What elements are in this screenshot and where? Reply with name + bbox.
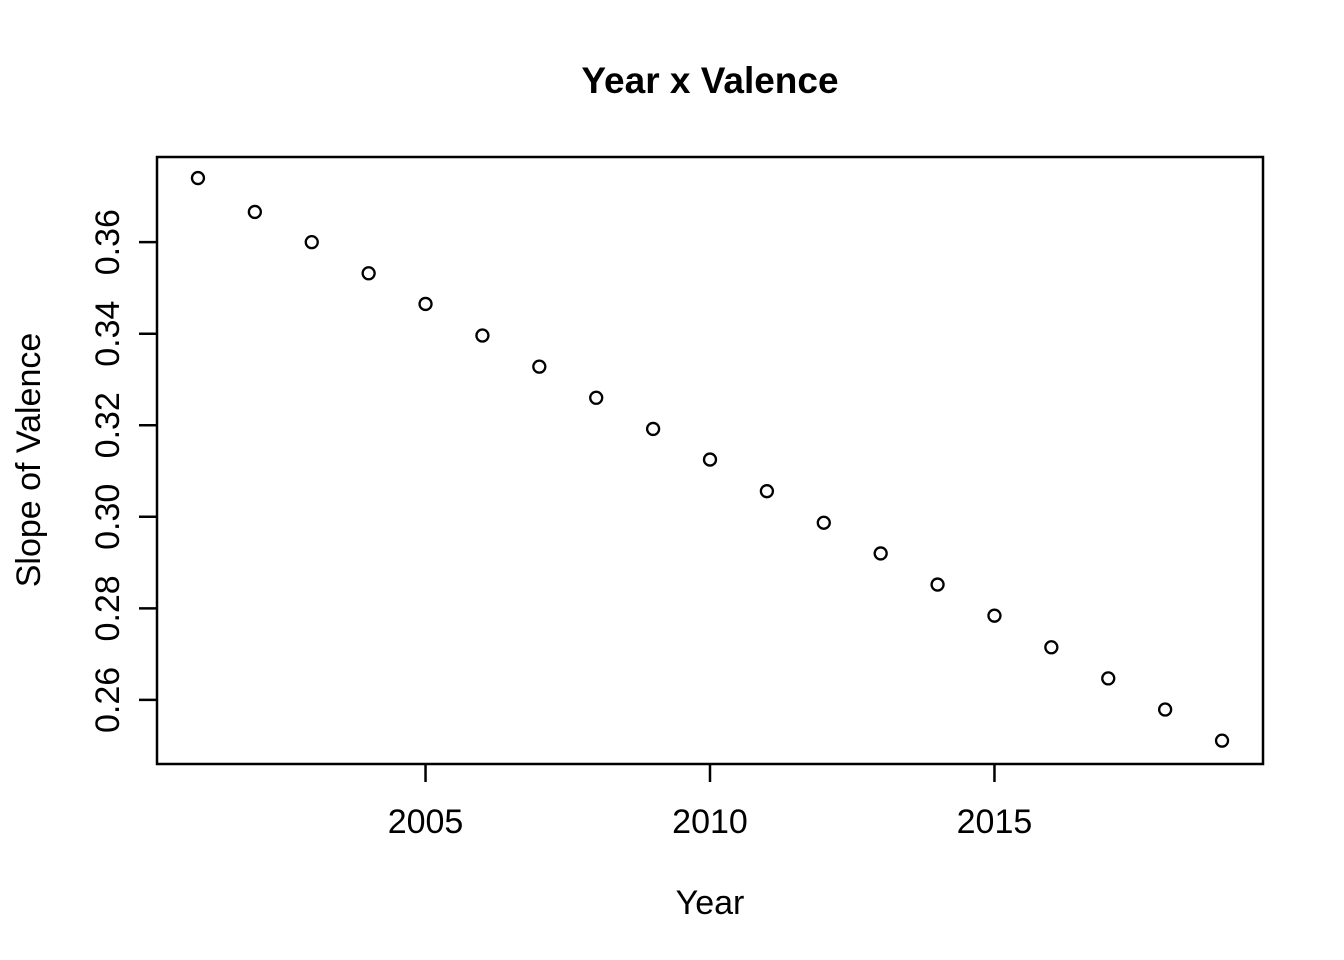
data-point (247, 204, 263, 220)
data-point (702, 452, 718, 467)
data-point (1157, 702, 1173, 717)
data-point (645, 421, 661, 437)
x-tick-label: 2015 (957, 803, 1033, 841)
data-points (190, 170, 1230, 748)
data-point (190, 170, 206, 186)
x-tick-label: 2005 (388, 803, 464, 841)
data-point (304, 234, 319, 250)
data-point (418, 296, 433, 312)
data-point (589, 390, 604, 405)
plot-content: 2005 2010 2015 0.26 0.28 0.30 0.32 0.34 0.36 (89, 155, 1265, 841)
y-tick-label: 0.34 (89, 301, 127, 367)
data-point (759, 484, 775, 499)
data-point (816, 515, 831, 530)
y-tick-label: 0.26 (89, 667, 127, 733)
x-axis: 2005 2010 2015 (388, 764, 1033, 841)
data-point (1214, 733, 1230, 748)
data-point (361, 266, 376, 281)
y-tick-label: 0.30 (89, 484, 127, 550)
y-tick-label: 0.28 (89, 575, 127, 641)
data-point (475, 328, 490, 343)
data-point (930, 577, 945, 592)
data-point (873, 546, 888, 561)
data-point (987, 608, 1002, 623)
x-axis-label: Year (676, 884, 745, 922)
data-point (1044, 640, 1059, 655)
y-axis-label: Slope of Valence (10, 333, 48, 588)
y-tick-label: 0.32 (89, 392, 127, 458)
data-point (532, 359, 547, 374)
x-tick-label: 2010 (672, 803, 748, 841)
data-point (1101, 671, 1116, 686)
chart-title: Year x Valence (581, 60, 838, 101)
y-tick-label: 0.36 (89, 209, 127, 275)
y-axis: 0.26 0.28 0.30 0.32 0.34 0.36 (89, 209, 157, 733)
